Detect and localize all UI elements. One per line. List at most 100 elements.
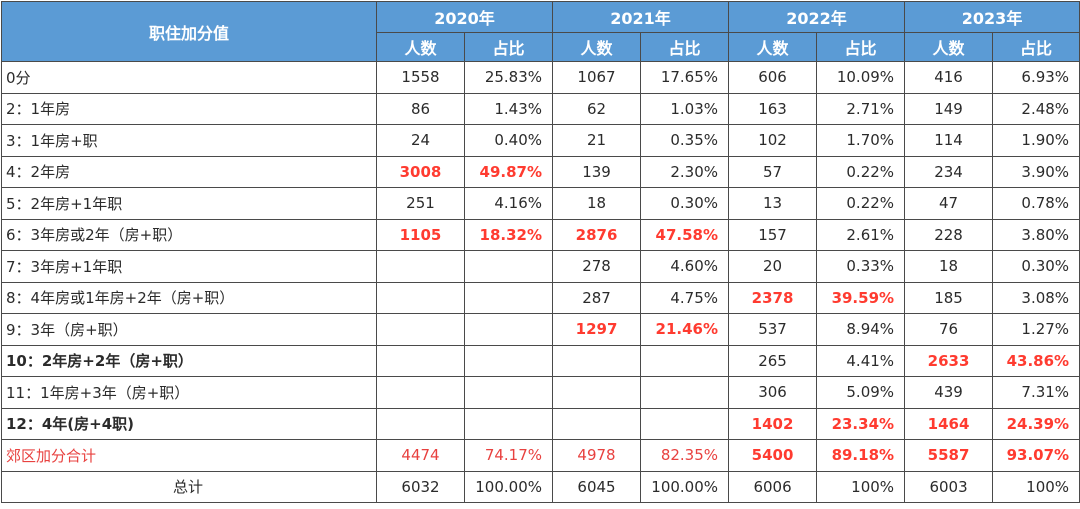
count-cell: 13	[728, 187, 818, 220]
count-cell: 606	[728, 61, 818, 94]
count-cell: 265	[728, 344, 818, 377]
ratio-cell	[463, 313, 554, 346]
count-cell	[552, 407, 642, 440]
table-row: 4：2年房 3008 49.87% 139 2.30% 57 0.22% 234…	[1, 155, 1080, 188]
row-label: 2：1年房	[1, 92, 377, 125]
count-cell	[552, 376, 642, 409]
table-row: 10：2年房+2年（房+职） 265 4.41% 2633 43.86%	[1, 344, 1080, 377]
count-cell: 157	[728, 218, 818, 251]
table-row: 8：4年房或1年房+2年（房+职） 287 4.75% 2378 39.59% …	[1, 281, 1080, 314]
ratio-cell: 23.34%	[816, 407, 906, 440]
table-row: 5：2年房+1年职 251 4.16% 18 0.30% 13 0.22% 47…	[1, 187, 1080, 220]
table-row: 3：1年房+职 24 0.40% 21 0.35% 102 1.70% 114 …	[1, 124, 1080, 157]
ratio-cell: 0.30%	[640, 187, 730, 220]
count-cell: 4978	[552, 439, 642, 472]
table-row: 12：4年(房+4职) 1402 23.34% 1464 24.39%	[1, 407, 1080, 440]
ratio-cell: 0.40%	[463, 124, 554, 157]
ratio-cell: 3.08%	[992, 281, 1080, 314]
table-row-total: 总计 6032 100.00% 6045 100.00% 6006 100% 6…	[1, 470, 1080, 503]
count-cell	[376, 407, 465, 440]
ratio-cell: 100%	[816, 470, 906, 503]
count-cell: 4474	[376, 439, 465, 472]
ratio-cell: 2.30%	[640, 155, 730, 188]
ratio-cell: 0.22%	[816, 187, 906, 220]
count-cell: 1067	[552, 61, 642, 94]
header-year-2023: 2023年	[904, 1, 1080, 33]
subheader-count: 人数	[728, 32, 818, 62]
row-label: 总计	[1, 470, 377, 503]
ratio-cell	[640, 407, 730, 440]
row-label: 6：3年房或2年（房+职）	[1, 218, 377, 251]
header-label: 职住加分值	[1, 1, 377, 62]
ratio-cell: 1.43%	[463, 92, 554, 125]
row-label: 10：2年房+2年（房+职）	[1, 344, 377, 377]
ratio-cell: 4.41%	[816, 344, 906, 377]
ratio-cell: 43.86%	[992, 344, 1080, 377]
ratio-cell: 89.18%	[816, 439, 906, 472]
count-cell: 5587	[904, 439, 994, 472]
ratio-cell	[463, 281, 554, 314]
count-cell: 1297	[552, 313, 642, 346]
ratio-cell	[640, 376, 730, 409]
ratio-cell: 2.48%	[992, 92, 1080, 125]
count-cell: 278	[552, 250, 642, 283]
ratio-cell: 0.35%	[640, 124, 730, 157]
subheader-ratio: 占比	[992, 32, 1080, 62]
count-cell: 228	[904, 218, 994, 251]
header-year-2020: 2020年	[375, 1, 554, 33]
ratio-cell: 82.35%	[640, 439, 730, 472]
header-year-2022: 2022年	[728, 1, 906, 33]
ratio-cell: 24.39%	[992, 407, 1080, 440]
ratio-cell: 4.16%	[463, 187, 554, 220]
count-cell: 21	[552, 124, 642, 157]
count-cell: 537	[728, 313, 818, 346]
count-cell: 6003	[904, 470, 994, 503]
count-cell: 439	[904, 376, 994, 409]
ratio-cell: 21.46%	[640, 313, 730, 346]
count-cell: 3008	[376, 155, 465, 188]
ratio-cell: 39.59%	[816, 281, 906, 314]
table-row: 11：1年房+3年（房+职） 306 5.09% 439 7.31%	[1, 376, 1080, 409]
ratio-cell: 1.90%	[992, 124, 1080, 157]
ratio-cell	[463, 407, 554, 440]
count-cell: 5400	[728, 439, 818, 472]
count-cell: 47	[904, 187, 994, 220]
row-label: 8：4年房或1年房+2年（房+职）	[1, 281, 377, 314]
count-cell	[376, 313, 465, 346]
count-cell: 102	[728, 124, 818, 157]
count-cell: 416	[904, 61, 994, 94]
count-cell: 6045	[552, 470, 642, 503]
ratio-cell: 1.70%	[816, 124, 906, 157]
count-cell: 185	[904, 281, 994, 314]
row-label: 4：2年房	[1, 155, 377, 188]
ratio-cell: 0.30%	[992, 250, 1080, 283]
count-cell: 6032	[376, 470, 465, 503]
count-cell	[376, 250, 465, 283]
ratio-cell: 17.65%	[640, 61, 730, 94]
ratio-cell: 18.32%	[463, 218, 554, 251]
table-row: 7：3年房+1年职 278 4.60% 20 0.33% 18 0.30%	[1, 250, 1080, 283]
count-cell: 86	[376, 92, 465, 125]
count-cell: 57	[728, 155, 818, 188]
count-cell: 76	[904, 313, 994, 346]
count-cell: 24	[376, 124, 465, 157]
ratio-cell: 100.00%	[463, 470, 554, 503]
ratio-cell: 0.22%	[816, 155, 906, 188]
count-cell	[552, 344, 642, 377]
count-cell: 6006	[728, 470, 818, 503]
count-cell	[376, 281, 465, 314]
count-cell: 2876	[552, 218, 642, 251]
count-cell: 18	[552, 187, 642, 220]
row-label: 7：3年房+1年职	[1, 250, 377, 283]
count-cell: 62	[552, 92, 642, 125]
count-cell: 306	[728, 376, 818, 409]
count-cell: 139	[552, 155, 642, 188]
ratio-cell: 6.93%	[992, 61, 1080, 94]
subheader-ratio: 占比	[463, 32, 554, 62]
subheader-count: 人数	[376, 32, 465, 62]
count-cell: 287	[552, 281, 642, 314]
table-row-subtotal: 郊区加分合计 4474 74.17% 4978 82.35% 5400 89.1…	[1, 439, 1080, 472]
ratio-cell: 4.75%	[640, 281, 730, 314]
ratio-cell: 74.17%	[463, 439, 554, 472]
